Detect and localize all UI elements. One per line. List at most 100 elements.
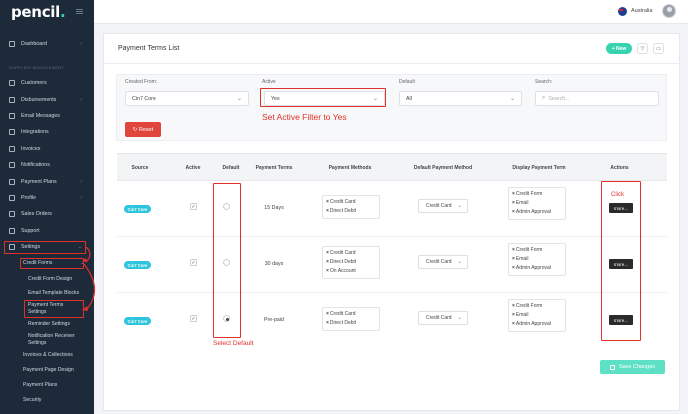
remove-tag-icon[interactable]: × bbox=[326, 250, 329, 256]
tag-admin-approval[interactable]: ×Admin Approval bbox=[512, 209, 551, 215]
country-label[interactable]: Australia bbox=[631, 8, 653, 14]
default-label: Default bbox=[399, 79, 415, 85]
tag-direct-debit[interactable]: ×Direct Debit bbox=[326, 259, 357, 265]
australia-flag-icon[interactable] bbox=[618, 7, 627, 16]
remove-tag-icon[interactable]: × bbox=[512, 303, 515, 309]
sidebar-item-dashboard[interactable]: Dashboard › bbox=[0, 38, 94, 50]
tag-credit-card[interactable]: ×Credit Card bbox=[326, 199, 356, 205]
remove-tag-icon[interactable]: × bbox=[512, 321, 515, 327]
default-radio[interactable] bbox=[223, 203, 230, 210]
active-checkbox[interactable]: ✓ bbox=[190, 259, 197, 266]
pencil-logo[interactable]: pencil. bbox=[11, 3, 66, 21]
remove-tag-icon[interactable]: × bbox=[326, 311, 329, 317]
sidebar-item-email-template-blocks[interactable]: Email Template Blocks bbox=[28, 290, 80, 296]
more-button[interactable]: more... bbox=[609, 203, 633, 213]
sidebar-item-notifications[interactable]: Notifications bbox=[0, 159, 94, 171]
sidebar-item-payment-plans-settings[interactable]: Payment Plans bbox=[23, 382, 58, 388]
tag-direct-debit[interactable]: ×Direct Debit bbox=[326, 208, 357, 214]
annotation-box-active-filter bbox=[260, 88, 386, 107]
tag-credit-form[interactable]: ×Credit Form bbox=[512, 191, 543, 197]
sidebar-item-sales-orders[interactable]: Sales Orders bbox=[0, 208, 94, 220]
chevron-down-icon: ⌄ bbox=[457, 315, 462, 321]
remove-tag-icon[interactable]: × bbox=[512, 265, 515, 271]
tag-email[interactable]: ×Email bbox=[512, 200, 529, 206]
new-button[interactable]: + New bbox=[606, 43, 632, 54]
sidebar-section-label: SUPPLIER MANAGEMENT bbox=[9, 65, 65, 70]
sidebar-item-integrations[interactable]: Integrations bbox=[0, 126, 94, 138]
sidebar-item-invoices-collections[interactable]: Invoices & Collections bbox=[23, 352, 73, 358]
tag-email[interactable]: ×Email bbox=[512, 312, 529, 318]
active-select[interactable]: Yes ⌄ bbox=[264, 91, 385, 106]
sidebar-item-support[interactable]: Support bbox=[0, 225, 94, 237]
default-select[interactable]: All ⌄ bbox=[399, 91, 522, 106]
remove-tag-icon[interactable]: × bbox=[512, 200, 515, 206]
more-button[interactable]: more... bbox=[609, 259, 633, 269]
remove-tag-icon[interactable]: × bbox=[326, 199, 329, 205]
tag-credit-card[interactable]: ×Credit Card bbox=[326, 250, 356, 256]
remove-tag-icon[interactable]: × bbox=[512, 312, 515, 318]
remove-tag-icon[interactable]: × bbox=[326, 268, 329, 274]
active-checkbox[interactable]: ✓ bbox=[190, 203, 197, 210]
display-payment-term-tags[interactable]: ×Credit Form ×Email ×Admin Approval bbox=[508, 299, 566, 332]
source-badge: Cin7 Core bbox=[124, 205, 151, 213]
default-radio[interactable] bbox=[223, 259, 230, 266]
sidebar-item-payment-plans[interactable]: Payment Plans › bbox=[0, 176, 94, 188]
sidebar-item-settings[interactable]: Settings ⌄ bbox=[0, 241, 94, 253]
default-radio-selected[interactable] bbox=[223, 315, 230, 322]
tag-credit-card[interactable]: ×Credit Card bbox=[326, 311, 356, 317]
display-payment-term-tags[interactable]: ×Credit Form ×Email ×Admin Approval bbox=[508, 187, 566, 220]
sidebar-item-reminder-settings[interactable]: Reminder Settings bbox=[28, 321, 70, 327]
default-payment-method-select[interactable]: Credit Card ⌄ bbox=[418, 311, 468, 325]
default-payment-method-select[interactable]: Credit Card ⌄ bbox=[418, 255, 468, 269]
column-header-default: Default bbox=[222, 164, 240, 171]
payment-methods-tags[interactable]: ×Credit Card ×Direct Debit bbox=[322, 195, 380, 219]
avatar[interactable] bbox=[662, 4, 676, 18]
payment-methods-tags[interactable]: ×Credit Card ×Direct Debit ×On Account bbox=[322, 246, 380, 279]
default-payment-method-select[interactable]: Credit Card ⌄ bbox=[418, 199, 468, 213]
support-icon bbox=[9, 228, 15, 234]
more-button[interactable]: more... bbox=[609, 315, 633, 325]
sidebar-item-credit-forms[interactable]: Credit Forms bbox=[23, 260, 53, 266]
filter-button[interactable]: ▽ bbox=[637, 43, 648, 54]
sidebar-item-credit-form-design[interactable]: Credit Form Design bbox=[28, 276, 73, 282]
export-button[interactable]: ▭ bbox=[653, 43, 664, 54]
menu-toggle-icon[interactable] bbox=[76, 9, 83, 14]
remove-tag-icon[interactable]: × bbox=[512, 209, 515, 215]
sidebar-item-customers[interactable]: Customers bbox=[0, 77, 94, 89]
tag-admin-approval[interactable]: ×Admin Approval bbox=[512, 321, 551, 327]
sidebar-item-security[interactable]: Security bbox=[23, 397, 42, 403]
remove-tag-icon[interactable]: × bbox=[512, 256, 515, 262]
reset-button[interactable]: ↻ Reset bbox=[125, 122, 161, 137]
sidebar-item-invoices[interactable]: Invoices bbox=[0, 143, 94, 155]
column-header-payment-terms: Payment Terms bbox=[255, 164, 293, 171]
remove-tag-icon[interactable]: × bbox=[326, 208, 329, 214]
remove-tag-icon[interactable]: × bbox=[326, 259, 329, 265]
column-header-default-payment-method: Default Payment Method bbox=[413, 164, 473, 171]
remove-tag-icon[interactable]: × bbox=[326, 320, 329, 326]
table-row: Cin7 Core ✓ 15 Days ×Credit Card ×Direct… bbox=[117, 181, 667, 237]
sidebar-item-profile[interactable]: Profile › bbox=[0, 192, 94, 204]
remove-tag-icon[interactable]: × bbox=[512, 247, 515, 253]
tag-credit-form[interactable]: ×Credit Form bbox=[512, 247, 543, 253]
sidebar-item-notification-receiver-settings[interactable]: Notification Receiver Settings bbox=[28, 333, 75, 346]
tag-email[interactable]: ×Email bbox=[512, 256, 529, 262]
tag-admin-approval[interactable]: ×Admin Approval bbox=[512, 265, 551, 271]
link-icon bbox=[9, 129, 15, 135]
sidebar-item-payment-page-design[interactable]: Payment Page Design bbox=[23, 367, 74, 373]
created-from-select[interactable]: Cin7 Core ⌄ bbox=[125, 91, 249, 106]
sidebar-item-disbursements[interactable]: Disbursements › bbox=[0, 94, 94, 106]
tag-direct-debit[interactable]: ×Direct Debit bbox=[326, 320, 357, 326]
tag-on-account[interactable]: ×On Account bbox=[326, 268, 356, 274]
sidebar-item-email-messages[interactable]: Email Messages bbox=[0, 110, 94, 122]
active-checkbox[interactable]: ✓ bbox=[190, 315, 197, 322]
remove-tag-icon[interactable]: × bbox=[512, 191, 515, 197]
sidebar-item-payment-terms-settings[interactable]: Payment Terms Settings bbox=[28, 302, 64, 315]
tag-credit-form[interactable]: ×Credit Form bbox=[512, 303, 543, 309]
display-payment-term-tags[interactable]: ×Credit Form ×Email ×Admin Approval bbox=[508, 243, 566, 276]
payment-methods-tags[interactable]: ×Credit Card ×Direct Debit bbox=[322, 307, 380, 331]
payment-plans-icon bbox=[9, 179, 15, 185]
search-input[interactable]: ⌕ Search... bbox=[535, 91, 659, 106]
annotation-select-default: Select Default bbox=[213, 340, 254, 347]
save-changes-button[interactable]: Save Changes bbox=[600, 360, 665, 374]
